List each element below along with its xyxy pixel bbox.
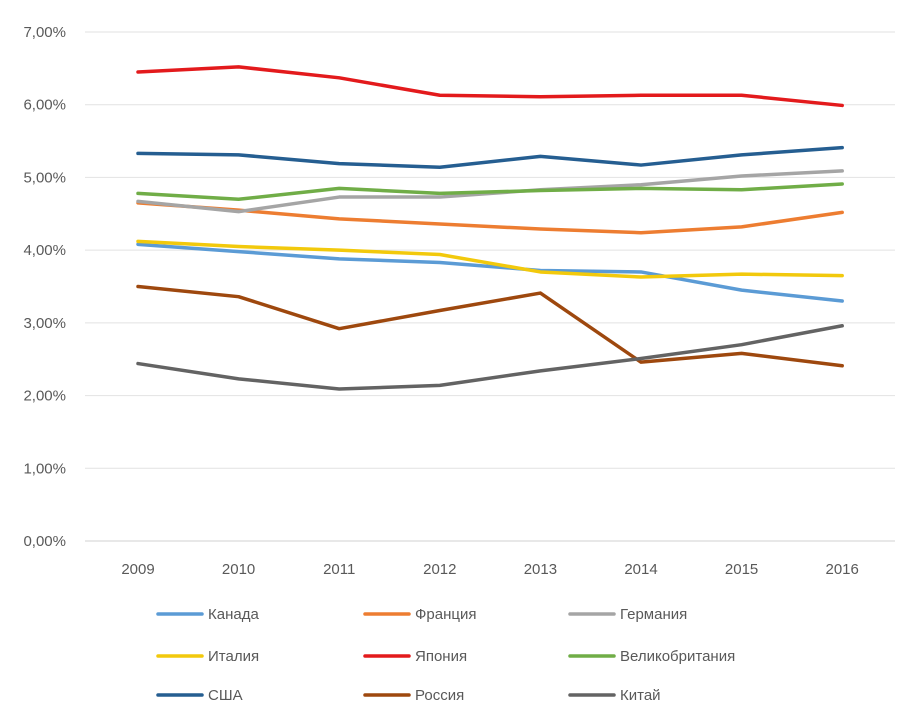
legend-item: Франция <box>363 606 476 623</box>
legend-label: Великобритания <box>620 648 735 665</box>
y-axis-tick-labels: 0,00% 1,00% 2,00% 3,00% 4,00% 5,00% 6,00% 7,00% <box>23 24 66 550</box>
gridlines <box>85 31 895 542</box>
legend: Канада Франция Германия Италия Япония Великоб… <box>156 606 735 704</box>
y-tick-label: 0,00% <box>23 533 66 550</box>
series-line <box>136 182 844 201</box>
series-lines <box>136 65 844 391</box>
series-line <box>136 284 844 368</box>
legend-item: Великобритания <box>568 648 735 665</box>
legend-item: Китай <box>568 687 661 704</box>
legend-item: Италия <box>156 648 259 665</box>
y-tick-label: 5,00% <box>23 169 66 186</box>
legend-label: Китай <box>620 687 661 704</box>
x-tick-label: 2011 <box>323 561 355 578</box>
legend-item: Германия <box>568 606 687 623</box>
legend-item: США <box>156 687 243 704</box>
x-tick-label: 2016 <box>826 561 859 578</box>
legend-label: Италия <box>208 648 259 665</box>
y-tick-label: 4,00% <box>23 242 66 259</box>
x-tick-label: 2015 <box>725 561 758 578</box>
legend-label: Канада <box>208 606 259 623</box>
series-line <box>136 324 844 391</box>
series-line <box>136 145 844 169</box>
legend-item: Россия <box>363 687 464 704</box>
y-tick-label: 1,00% <box>23 460 66 477</box>
legend-item: Япония <box>363 648 467 665</box>
series-line <box>136 242 844 303</box>
x-axis-tick-labels: 2009 2010 2011 2012 2013 2014 2015 2016 <box>121 561 859 578</box>
series-line <box>136 201 844 235</box>
y-tick-label: 7,00% <box>23 24 66 41</box>
x-tick-label: 2012 <box>423 561 456 578</box>
x-tick-label: 2013 <box>524 561 557 578</box>
x-tick-label: 2009 <box>121 561 154 578</box>
legend-label: Япония <box>415 648 467 665</box>
series-line <box>136 65 844 108</box>
legend-label: Россия <box>415 687 464 704</box>
y-tick-label: 3,00% <box>23 315 66 332</box>
series-line <box>136 239 844 279</box>
legend-item: Канада <box>156 606 259 623</box>
legend-label: Франция <box>415 606 476 623</box>
y-tick-label: 2,00% <box>23 388 66 405</box>
x-tick-label: 2014 <box>624 561 657 578</box>
x-tick-label: 2010 <box>222 561 255 578</box>
legend-label: США <box>208 687 243 704</box>
legend-label: Германия <box>620 606 687 623</box>
y-tick-label: 6,00% <box>23 97 66 114</box>
